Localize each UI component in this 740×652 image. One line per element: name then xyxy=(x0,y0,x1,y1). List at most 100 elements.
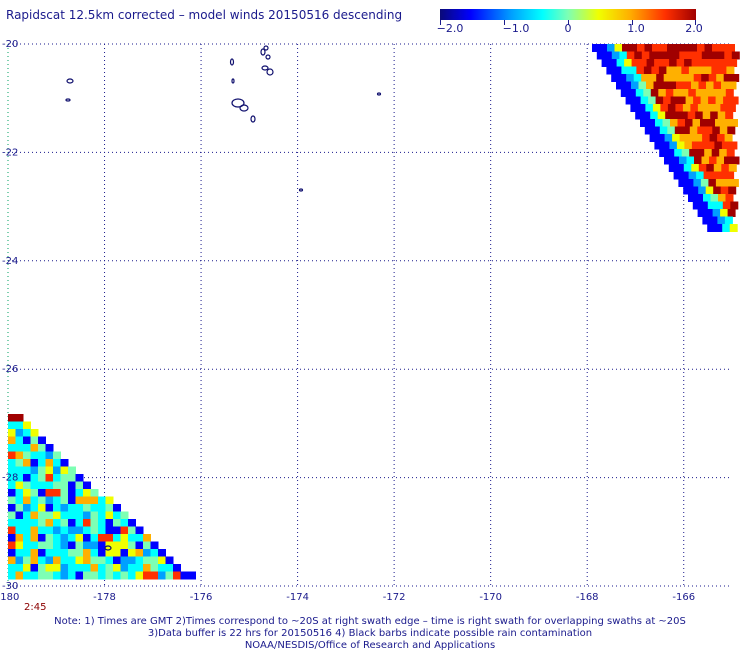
wind-cell xyxy=(718,89,727,97)
wind-cell xyxy=(706,164,715,172)
wind-cell xyxy=(723,96,732,105)
wind-cell xyxy=(724,134,733,142)
wind-cell xyxy=(8,556,16,565)
wind-cell xyxy=(616,59,625,67)
wind-cell xyxy=(53,549,61,557)
wind-cell xyxy=(674,126,683,135)
wind-cell xyxy=(38,504,46,512)
wind-cell xyxy=(722,119,731,127)
wind-cell xyxy=(613,66,622,75)
swath-time-label: 2:45 xyxy=(24,602,47,613)
wind-cell xyxy=(15,466,24,475)
wind-cell xyxy=(23,519,31,527)
wind-cell xyxy=(53,556,61,565)
wind-cell xyxy=(691,81,699,90)
wind-cell xyxy=(23,436,31,445)
wind-cell xyxy=(716,156,725,165)
x-tick-label: -176 xyxy=(190,592,213,603)
wind-cell xyxy=(629,44,638,52)
wind-cell xyxy=(8,466,16,475)
wind-cell xyxy=(681,149,690,157)
wind-cell xyxy=(45,496,54,505)
wind-cell xyxy=(15,496,24,505)
wind-cell xyxy=(188,571,196,580)
wind-cell xyxy=(15,436,24,445)
wind-cell xyxy=(165,556,174,565)
wind-cell xyxy=(697,209,706,217)
wind-cell xyxy=(135,526,144,535)
wind-cell xyxy=(703,89,712,97)
island-outline xyxy=(231,78,235,84)
wind-cell xyxy=(68,519,76,527)
wind-cell xyxy=(720,209,729,217)
wind-cell xyxy=(105,534,114,542)
wind-cell xyxy=(679,51,688,60)
wind-cell xyxy=(699,141,708,150)
wind-cell xyxy=(695,194,704,202)
wind-cell xyxy=(8,511,16,520)
wind-cell xyxy=(8,414,16,422)
wind-cell xyxy=(687,111,696,120)
wind-cell xyxy=(23,466,31,475)
wind-cell xyxy=(113,534,121,542)
wind-cell xyxy=(15,481,24,490)
island-outline xyxy=(298,188,304,192)
wind-cell xyxy=(709,156,717,165)
wind-cell xyxy=(60,489,69,497)
wind-cell xyxy=(709,134,718,142)
wind-cell xyxy=(83,511,91,520)
island-outline xyxy=(229,58,235,66)
wind-cell xyxy=(717,134,726,142)
wind-cell xyxy=(23,459,31,467)
wind-cell xyxy=(697,104,706,112)
wind-cell xyxy=(60,541,69,550)
wind-cell xyxy=(667,104,676,112)
wind-cell xyxy=(53,519,61,527)
wind-cell xyxy=(135,549,144,557)
wind-cell xyxy=(15,459,24,467)
wind-cell xyxy=(676,141,685,150)
wind-cell xyxy=(75,534,84,542)
wind-cell xyxy=(143,549,151,557)
wind-cell xyxy=(83,496,91,505)
wind-cell xyxy=(606,66,615,75)
wind-cell xyxy=(640,119,648,127)
wind-cell xyxy=(604,51,613,60)
wind-cell xyxy=(716,74,725,82)
wind-cell xyxy=(45,556,54,565)
wind-cell xyxy=(128,526,136,535)
wind-cell xyxy=(8,429,16,437)
wind-cell xyxy=(619,51,628,60)
wind-cell xyxy=(675,104,684,112)
wind-cell xyxy=(676,81,684,90)
wind-cell xyxy=(135,564,144,572)
wind-cell xyxy=(120,541,129,550)
wind-cell xyxy=(626,74,635,82)
wind-cell xyxy=(75,489,84,497)
wind-cell xyxy=(90,571,99,580)
wind-cell xyxy=(611,51,620,60)
wind-cell xyxy=(659,149,668,157)
wind-cell xyxy=(150,571,159,580)
wind-cell xyxy=(128,519,136,527)
wind-cell xyxy=(731,74,740,82)
colorbar-label: −2.0 xyxy=(436,22,464,35)
wind-cell xyxy=(30,571,39,580)
wind-cell xyxy=(45,511,54,520)
wind-cell xyxy=(713,164,722,172)
wind-cell xyxy=(15,474,24,482)
wind-cell xyxy=(143,571,151,580)
wind-cell xyxy=(652,104,661,112)
wind-cell xyxy=(682,126,691,135)
wind-cell xyxy=(60,466,69,475)
wind-cell xyxy=(173,564,181,572)
island-outline xyxy=(231,98,245,108)
wind-cell xyxy=(705,104,714,112)
wind-cell xyxy=(728,81,737,90)
wind-cell xyxy=(680,89,689,97)
wind-cell xyxy=(715,201,724,210)
wind-cell xyxy=(120,519,129,527)
wind-cell xyxy=(695,89,704,97)
wind-cell xyxy=(721,81,729,90)
wind-cell xyxy=(23,541,31,550)
